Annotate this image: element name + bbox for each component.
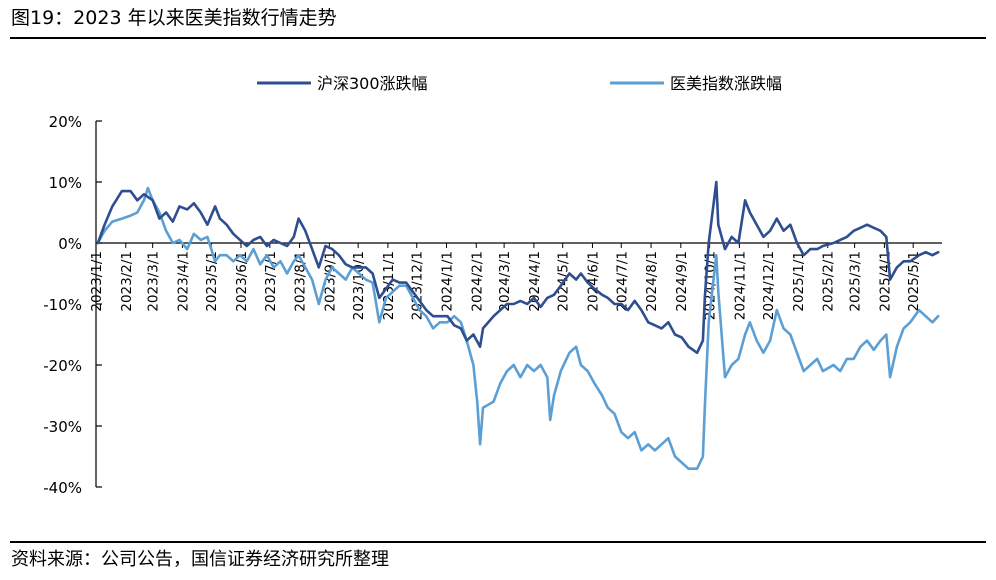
x-tick-label: 2024/3/1 — [497, 251, 513, 312]
x-tick-label: 2023/3/1 — [146, 251, 162, 312]
x-tick-label: 2024/12/1 — [761, 251, 777, 320]
x-tick-label: 2023/6/1 — [234, 251, 250, 312]
y-tick-label: -20% — [43, 357, 82, 375]
x-tick-label: 2023/2/1 — [119, 251, 135, 312]
x-tick-label: 2025/2/1 — [821, 251, 837, 312]
legend-label-1: 沪深300涨跌幅 — [317, 74, 428, 93]
top-rule — [10, 37, 986, 39]
x-tick-label: 2025/5/1 — [906, 251, 922, 312]
y-tick-label: -10% — [43, 296, 82, 314]
y-axis: 20% 10% 0% -10% -20% -30% -40% — [43, 113, 102, 497]
x-tick-label: 2025/1/1 — [791, 251, 807, 312]
x-tick-label: 2024/7/1 — [614, 251, 630, 312]
y-tick-label: 0% — [58, 235, 82, 253]
x-tick-label: 2024/6/1 — [585, 251, 601, 312]
x-tick-label: 2024/4/1 — [527, 251, 543, 312]
bottom-rule — [10, 541, 986, 543]
x-tick-label: 2024/1/1 — [439, 251, 455, 312]
x-tick-label: 2025/3/1 — [848, 251, 864, 312]
x-tick-label: 2024/8/1 — [644, 251, 660, 312]
line-chart: 沪深300涨跌幅 医美指数涨跌幅 20% 10% 0% -10% -20% -30% -40%… — [43, 74, 942, 497]
series-line-1 — [96, 180, 940, 355]
y-tick-label: -30% — [43, 418, 82, 436]
x-tick-label: 2024/2/1 — [469, 251, 485, 312]
plot-lines — [96, 180, 940, 471]
x-tick-label: 2024/9/1 — [674, 251, 690, 312]
x-tick-label: 2023/12/1 — [410, 251, 426, 320]
x-tick-label: 2023/1/1 — [89, 251, 105, 312]
figure-source: 资料来源：公司公告，国信证券经济研究所整理 — [11, 549, 389, 570]
x-tick-label: 2023/4/1 — [175, 251, 191, 312]
x-axis: 2023/1/1 2023/2/1 2023/3/1 2023/4/1 2023/5/1… — [89, 242, 942, 320]
chart-legend: 沪深300涨跌幅 医美指数涨跌幅 — [257, 74, 782, 93]
x-tick-label: 2023/5/1 — [204, 251, 220, 312]
x-tick-label: 2023/10/1 — [351, 251, 367, 320]
y-tick-label: -40% — [43, 479, 82, 497]
y-tick-label: 20% — [49, 113, 82, 131]
x-tick-label: 2025/4/1 — [877, 251, 893, 312]
legend-label-2: 医美指数涨跌幅 — [670, 74, 782, 93]
series-line-2 — [96, 186, 940, 471]
y-tick-label: 10% — [49, 174, 82, 192]
x-tick-label: 2023/9/1 — [322, 251, 338, 312]
x-tick-label: 2024/11/1 — [732, 251, 748, 320]
figure-title: 图19：2023 年以来医美指数行情走势 — [11, 7, 337, 29]
